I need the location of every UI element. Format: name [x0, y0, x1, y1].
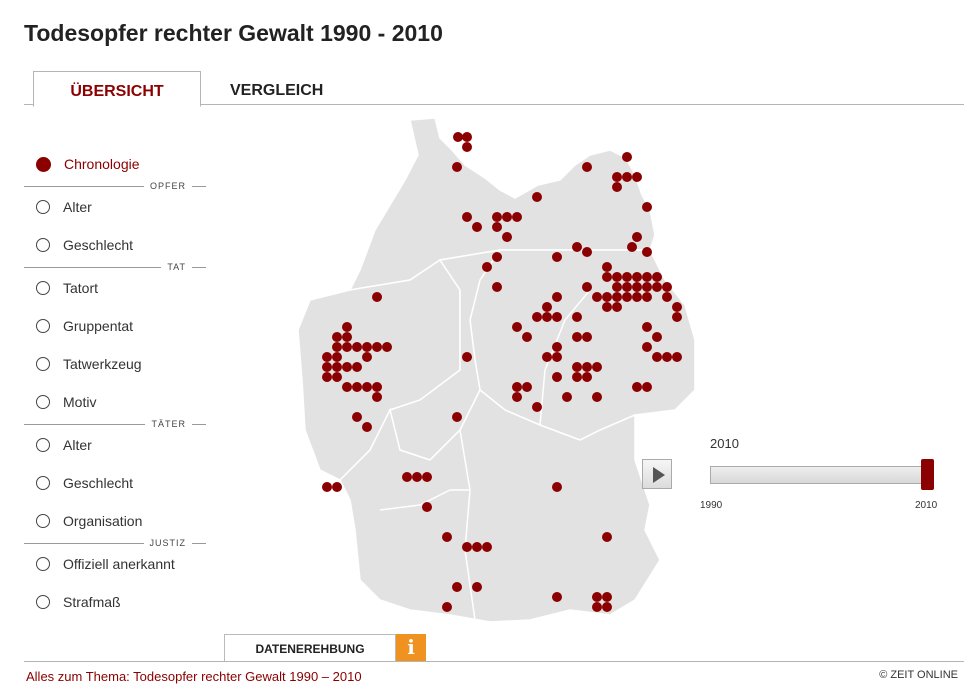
section-label-taeter: TÄTER	[145, 419, 192, 429]
play-icon	[653, 467, 665, 483]
menu-label-tatwerkzeug: Tatwerkzeug	[63, 356, 142, 372]
radio-icon[interactable]	[36, 595, 50, 609]
radio-icon[interactable]	[36, 557, 50, 571]
menu-item-opfer-geschlecht[interactable]: Geschlecht	[24, 230, 206, 260]
menu-item-opfer-alter[interactable]: Alter	[24, 192, 206, 222]
footer-topic-link[interactable]: Alles zum Thema: Todesopfer rechter Gewa…	[26, 669, 362, 684]
section-divider-opfer: OPFER	[24, 181, 206, 191]
radio-icon[interactable]	[36, 476, 50, 490]
menu-item-taeter-geschlecht[interactable]: Geschlecht	[24, 468, 206, 498]
menu-label-offiziell: Offiziell anerkannt	[63, 556, 175, 572]
germany-map	[297, 117, 696, 623]
timeline-slider[interactable]	[710, 466, 933, 484]
radio-icon[interactable]	[36, 438, 50, 452]
section-label-justiz: JUSTIZ	[143, 538, 192, 548]
menu-label-organisation: Organisation	[63, 513, 143, 529]
menu-label-gruppentat: Gruppentat	[63, 318, 134, 334]
section-divider-justiz: JUSTIZ	[24, 538, 206, 548]
tabs-divider	[24, 104, 964, 105]
tab-uebersicht[interactable]: ÜBERSICHT	[33, 71, 201, 107]
radio-icon[interactable]	[36, 200, 50, 214]
tab-vergleich[interactable]: VERGLEICH	[230, 82, 324, 99]
radio-icon[interactable]	[36, 514, 50, 528]
menu-item-strafmass[interactable]: Strafmaß	[24, 587, 206, 617]
menu-label-taeter-geschlecht: Geschlecht	[63, 475, 134, 491]
menu-item-tatort[interactable]: Tatort	[24, 273, 206, 303]
section-divider-taeter: TÄTER	[24, 419, 206, 429]
map-south	[339, 388, 661, 623]
radio-selected-icon[interactable]	[36, 156, 51, 172]
menu-label-strafmass: Strafmaß	[63, 594, 121, 610]
menu-label-tatort: Tatort	[63, 280, 99, 296]
footer-copyright: © ZEIT ONLINE	[879, 669, 958, 681]
menu-item-chronologie[interactable]: Chronologie	[24, 149, 206, 179]
datenerhebung-button[interactable]: DATENEREHBUNG	[224, 634, 396, 661]
menu-label-taeter-alter: Alter	[63, 437, 92, 453]
timeline-min-label: 1990	[700, 500, 723, 511]
radio-icon[interactable]	[36, 281, 50, 295]
menu-item-organisation[interactable]: Organisation	[24, 506, 206, 536]
radio-icon[interactable]	[36, 238, 50, 252]
section-label-tat: TAT	[161, 262, 192, 272]
radio-icon[interactable]	[36, 357, 50, 371]
menu-label-chronologie: Chronologie	[64, 156, 140, 172]
map-states	[297, 117, 696, 623]
section-label-opfer: OPFER	[143, 181, 192, 191]
radio-icon[interactable]	[36, 319, 50, 333]
victim-markers	[322, 132, 682, 612]
menu-item-motiv[interactable]: Motiv	[24, 387, 206, 417]
info-icon[interactable]: i	[396, 634, 426, 661]
section-divider-tat: TAT	[24, 262, 206, 272]
page-title: Todesopfer rechter Gewalt 1990 - 2010	[24, 20, 443, 46]
radio-icon[interactable]	[36, 395, 50, 409]
timeline-slider-handle[interactable]	[921, 459, 934, 490]
menu-item-taeter-alter[interactable]: Alter	[24, 430, 206, 460]
menu-item-gruppentat[interactable]: Gruppentat	[24, 311, 206, 341]
current-year: 2010	[710, 436, 739, 451]
footer-divider	[24, 661, 964, 662]
timeline-max-label: 2010	[915, 500, 938, 511]
play-button[interactable]	[642, 459, 672, 489]
menu-item-tatwerkzeug[interactable]: Tatwerkzeug	[24, 349, 206, 379]
menu-label-opfer-alter: Alter	[63, 199, 92, 215]
menu-label-motiv: Motiv	[63, 394, 97, 410]
menu-label-opfer-geschlecht: Geschlecht	[63, 237, 134, 253]
menu-item-offiziell[interactable]: Offiziell anerkannt	[24, 549, 206, 579]
